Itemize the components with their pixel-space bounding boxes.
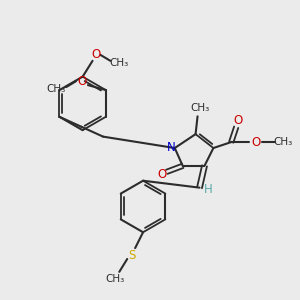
Text: O: O — [77, 75, 87, 88]
Text: S: S — [128, 248, 136, 262]
Text: CH₃: CH₃ — [190, 103, 209, 113]
Text: CH₃: CH₃ — [46, 84, 66, 94]
Text: H: H — [204, 183, 213, 196]
Text: CH₃: CH₃ — [273, 137, 292, 147]
Text: CH₃: CH₃ — [106, 274, 125, 284]
Text: O: O — [91, 48, 100, 62]
Text: O: O — [157, 168, 167, 181]
Text: CH₃: CH₃ — [110, 58, 129, 68]
Text: N: N — [167, 140, 175, 154]
Text: O: O — [251, 136, 261, 148]
Text: O: O — [234, 114, 243, 127]
